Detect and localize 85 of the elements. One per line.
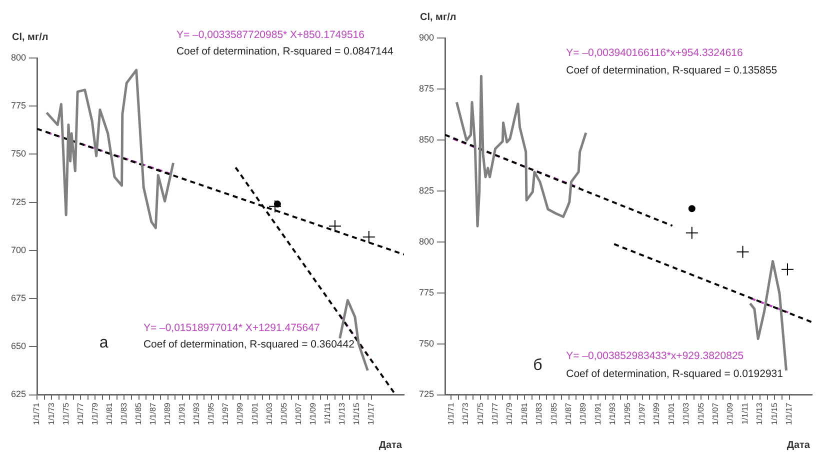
- x-tick-label: 1/1/85: [549, 402, 558, 426]
- x-tick-label: 1/1/13: [337, 402, 346, 426]
- y-axis-title: Cl, мг/л: [420, 12, 456, 23]
- x-tick-label: 1/1/81: [104, 402, 114, 426]
- point: [274, 200, 281, 208]
- x-tick-label: 1/1/71: [32, 402, 42, 426]
- x-tick-label: 1/1/75: [476, 402, 485, 426]
- x-tick-label: 1/1/77: [76, 402, 85, 426]
- x-tick-label: 1/1/01: [250, 402, 260, 426]
- x-tick-label: 1/1/97: [638, 402, 647, 426]
- x-tick-label: 1/1/71: [446, 402, 456, 426]
- y-tick-label: 650: [10, 341, 26, 352]
- x-tick-label: 1/1/09: [726, 402, 735, 426]
- annotation: Coef of determination, R-squared = 0.360442: [143, 338, 355, 351]
- x-tick-label: 1/1/87: [148, 402, 158, 426]
- x-tick-label: 1/1/03: [264, 402, 274, 426]
- x-tick-label: 1/1/17: [366, 402, 376, 426]
- point: [328, 220, 342, 233]
- x-tick-label: 1/1/91: [593, 402, 602, 426]
- y-tick-label: 725: [10, 196, 26, 207]
- x-tick-label: 1/1/93: [608, 402, 618, 426]
- y-tick-label: 775: [418, 287, 434, 298]
- x-tick-label: 1/1/05: [279, 402, 288, 426]
- x-tick-label: 1/1/11: [740, 402, 750, 424]
- x-tick-label: 1/1/97: [221, 402, 230, 426]
- point: [685, 226, 698, 240]
- x-tick-label: 1/1/89: [578, 402, 588, 426]
- y-tick-label: 875: [418, 83, 434, 94]
- x-tick-label: 1/1/83: [119, 402, 128, 426]
- x-tick-label: 1/1/95: [622, 402, 632, 426]
- x-tick-label: 1/1/81: [520, 402, 529, 426]
- x-tick-label: 1/1/73: [46, 402, 56, 426]
- x-tick-label: 1/1/99: [236, 402, 245, 426]
- x-tick-label: 1/1/01: [666, 402, 676, 426]
- annotation: Coef of determination, R-squared = 0.0192931: [566, 368, 784, 380]
- x-tick-label: 1/1/15: [352, 402, 361, 426]
- x-tick-label: 1/1/79: [505, 402, 514, 426]
- y-axis-title: Cl, мг/л: [12, 32, 48, 43]
- x-tick-label: 1/1/89: [163, 402, 172, 426]
- y-tick-label: 750: [10, 148, 26, 159]
- x-tick-label: 1/1/85: [134, 402, 143, 426]
- x-tick-label: 1/1/15: [770, 402, 779, 426]
- y-tick-label: 725: [418, 389, 434, 400]
- y-tick-label: 800: [418, 236, 434, 246]
- annotation: б: [533, 356, 542, 374]
- x-tick-label: 1/1/07: [294, 402, 303, 426]
- annotation: Y= –0,01518977014* X+1291.475647: [143, 322, 320, 334]
- x-axis-title: Дата: [378, 440, 402, 451]
- annotation: а: [99, 334, 108, 352]
- x-tick-label: 1/1/77: [490, 402, 500, 426]
- point: [362, 230, 376, 244]
- y-tick-label: 850: [418, 134, 434, 144]
- y-tick-label: 625: [10, 389, 26, 400]
- x-tick-label: 1/1/17: [784, 402, 794, 426]
- x-tick-label: 1/1/95: [206, 402, 216, 426]
- y-tick-label: 700: [10, 244, 26, 255]
- annotation: Coef of determination, R-squared = 0.135855: [566, 64, 778, 77]
- x-tick-label: 1/1/13: [755, 402, 764, 426]
- x-tick-label: 1/1/03: [682, 402, 691, 426]
- y-tick-label: 800: [10, 52, 26, 62]
- y-tick-label: 825: [418, 185, 434, 196]
- point: [780, 262, 794, 276]
- x-tick-label: 1/1/87: [564, 402, 573, 426]
- annotation: Y= –0,003852983433*x+929.3820825: [566, 350, 744, 362]
- x-tick-label: 1/1/93: [192, 402, 202, 426]
- x-tick-label: 1/1/07: [711, 402, 720, 426]
- point: [688, 205, 696, 212]
- point: [736, 245, 750, 258]
- x-tick-label: 1/1/99: [652, 402, 662, 426]
- x-tick-label: 1/1/75: [61, 402, 70, 426]
- text: Y= –0,0033587720985* X+850.1749516: [176, 28, 365, 41]
- x-tick-label: 1/1/11: [322, 402, 332, 424]
- annotation: Y= –0,003940166116*x+954.3324616: [566, 46, 744, 59]
- text: Coef of determination, R-squared = 0.0847144: [176, 46, 394, 58]
- x-tick-label: 1/1/79: [90, 402, 100, 426]
- x-tick-label: 1/1/83: [534, 402, 544, 426]
- y-tick-label: 775: [10, 100, 26, 111]
- y-tick-label: 750: [418, 338, 434, 348]
- y-tick-label: 675: [10, 293, 26, 304]
- x-tick-label: 1/1/73: [461, 402, 470, 426]
- y-tick-label: 900: [418, 32, 434, 42]
- x-tick-label: 1/1/05: [696, 402, 706, 426]
- x-tick-label: 1/1/09: [308, 402, 318, 426]
- x-tick-label: 1/1/91: [178, 402, 187, 426]
- x-axis-title: Дата: [786, 440, 810, 451]
